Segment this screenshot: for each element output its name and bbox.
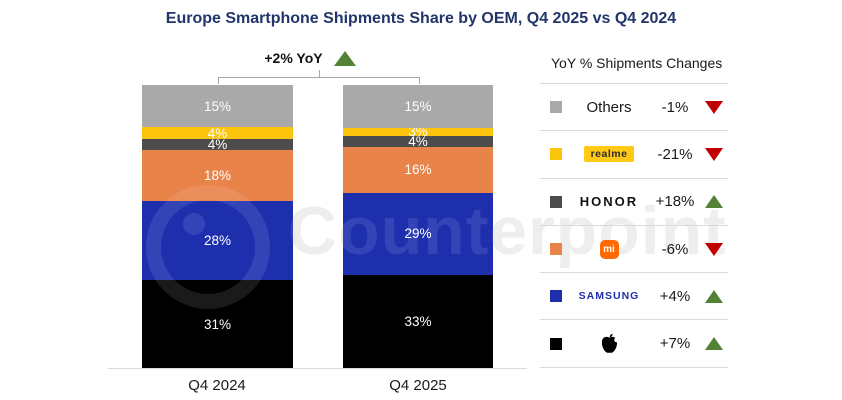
bar-segment-others: 15%: [142, 85, 293, 128]
legend-row-apple: +7%: [540, 320, 728, 368]
honor-change-value: +18%: [655, 193, 695, 211]
up-triangle-icon: [705, 289, 723, 303]
honor-color-swatch: [550, 195, 562, 208]
xiaomi-logo-icon: mi: [599, 239, 619, 259]
realme-change-value: -21%: [657, 145, 693, 163]
others-color-swatch: [550, 101, 562, 114]
yoy-annotation: +2% YoY: [230, 50, 390, 66]
bar-segment-honor: 4%: [343, 134, 493, 150]
legend-row-xiaomi: mi -6%: [540, 226, 728, 274]
up-triangle-icon: [705, 337, 723, 351]
down-triangle-icon: [705, 147, 723, 161]
x-label-q4-2025: Q4 2025: [389, 377, 447, 394]
down-triangle-icon: [705, 100, 723, 114]
bar-segment-value: 3%: [408, 124, 428, 140]
x-axis-line: [108, 368, 527, 369]
bracket-tick-right: [419, 77, 420, 84]
bar-q4-2024: 31% 28% 18% 4% 4% 15%: [142, 85, 293, 368]
down-triangle-icon: [705, 242, 723, 256]
bar-segment-samsung: 28%: [142, 201, 293, 281]
apple-change-value: +7%: [659, 335, 691, 353]
bar-segment-value: 4%: [207, 136, 228, 152]
bar-segment-xiaomi: 16%: [343, 147, 493, 193]
xiaomi-logo-text: mi: [603, 243, 615, 255]
legend-panel: YoY % Shipments Changes Others -1% realm…: [540, 55, 728, 368]
xiaomi-change-value: -6%: [661, 240, 689, 258]
legend-row-realme: realme -21%: [540, 131, 728, 179]
bracket-tick-center: [319, 70, 320, 77]
samsung-color-swatch: [550, 290, 562, 303]
honor-logo: HONOR: [579, 194, 639, 210]
bar-segment-value: 15%: [203, 98, 232, 114]
bar-segment-value: 28%: [203, 233, 232, 249]
bracket-tick-left: [218, 77, 219, 84]
bar-segment-others: 15%: [343, 85, 493, 128]
up-triangle-icon: [705, 195, 723, 209]
bar-segment-value: 29%: [404, 226, 432, 242]
bar-segment-xiaomi: 18%: [142, 150, 293, 202]
legend-row-honor: HONOR +18%: [540, 179, 728, 226]
bar-segment-realme: 4%: [142, 125, 293, 141]
samsung-logo: SAMSUNG: [578, 290, 640, 303]
bar-segment-value: 4%: [207, 125, 228, 141]
bar-segment-value: 16%: [404, 162, 432, 178]
realme-color-swatch: [550, 148, 562, 161]
bar-segment-apple: 31%: [142, 280, 293, 368]
bar-segment-samsung: 29%: [343, 192, 493, 275]
up-triangle-icon: [333, 50, 356, 66]
legend-row-others: Others -1%: [540, 84, 728, 132]
bracket-line: [218, 77, 420, 78]
legend-row-samsung: SAMSUNG +4%: [540, 273, 728, 321]
yoy-annotation-label: +2% YoY: [264, 50, 323, 66]
chart-title: Europe Smartphone Shipments Share by OEM…: [165, 10, 677, 27]
bar-segment-value: 31%: [203, 316, 232, 332]
bar-segment-value: 15%: [404, 98, 432, 114]
bar-segment-value: 18%: [203, 168, 232, 184]
samsung-change-value: +4%: [659, 287, 691, 305]
realme-logo: realme: [583, 146, 635, 163]
bar-segment-honor: 4%: [142, 136, 293, 152]
legend-header: YoY % Shipments Changes: [540, 55, 728, 84]
bar-segment-value: 4%: [408, 134, 428, 150]
bar-q4-2025: 33% 29% 16% 4% 3% 15%: [343, 85, 493, 368]
x-label-q4-2024: Q4 2024: [188, 377, 246, 394]
others-label: Others: [586, 98, 632, 116]
others-change-value: -1%: [661, 98, 689, 116]
bar-segment-value: 33%: [404, 313, 432, 329]
apple-color-swatch: [550, 337, 562, 350]
bar-segment-apple: 33%: [343, 274, 493, 368]
apple-logo-icon: [601, 333, 619, 353]
bar-segment-realme: 3%: [343, 124, 493, 140]
xiaomi-color-swatch: [550, 243, 562, 256]
